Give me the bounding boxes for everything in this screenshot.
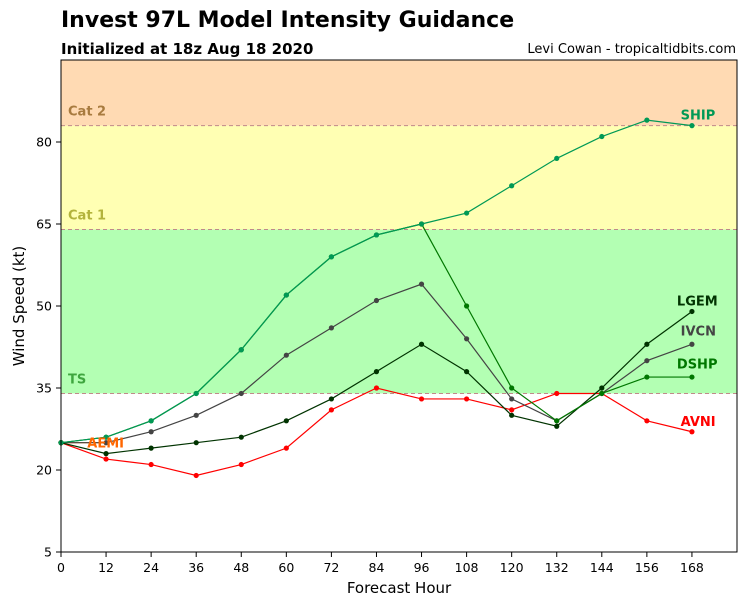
point-avni-36 bbox=[193, 472, 199, 479]
point-lgem-36 bbox=[193, 440, 199, 446]
point-ivcn-120 bbox=[509, 396, 515, 402]
x-axis-label: Forecast Hour bbox=[347, 579, 452, 596]
point-dshp-168 bbox=[689, 374, 695, 380]
point-ship-60 bbox=[283, 292, 289, 298]
point-avni-84 bbox=[373, 385, 380, 391]
series-label-ship: SHIP bbox=[681, 109, 716, 124]
point-ship-12 bbox=[103, 434, 109, 440]
band-cat-1 bbox=[61, 125, 737, 230]
x-tick-label-72: 72 bbox=[323, 560, 339, 575]
point-avni-96 bbox=[418, 396, 425, 402]
point-ship-84 bbox=[373, 232, 380, 238]
y-axis-label: Wind Speed (kt) bbox=[10, 246, 28, 367]
point-ship-108 bbox=[464, 210, 470, 216]
point-ivcn-12 bbox=[103, 440, 109, 446]
point-ship-96 bbox=[418, 221, 425, 227]
point-avni-72 bbox=[328, 407, 334, 413]
point-lgem-12 bbox=[103, 451, 109, 457]
point-avni-132 bbox=[554, 390, 560, 397]
series-line-avni bbox=[60, 387, 693, 477]
y-tick-label-65: 65 bbox=[36, 217, 52, 232]
point-dshp-108 bbox=[464, 303, 470, 309]
x-tick-label-156: 156 bbox=[635, 560, 659, 575]
y-tick-label-5: 5 bbox=[44, 545, 52, 560]
point-dshp-132 bbox=[554, 418, 560, 424]
point-lgem-60 bbox=[283, 418, 289, 424]
point-dshp-144 bbox=[599, 390, 605, 397]
x-tick-label-84: 84 bbox=[369, 560, 385, 575]
x-tick-label-108: 108 bbox=[455, 560, 479, 575]
point-ivcn-36 bbox=[193, 412, 199, 418]
y-tick-label-20: 20 bbox=[36, 463, 52, 478]
point-lgem-120 bbox=[509, 412, 515, 418]
point-ship-144 bbox=[599, 133, 605, 140]
series-label-ivcn: IVCN bbox=[681, 325, 716, 340]
chart-title: Invest 97L Model Intensity Guidance bbox=[61, 8, 515, 33]
point-avni-60 bbox=[283, 445, 289, 451]
point-ivcn-72 bbox=[328, 325, 334, 331]
x-tick-label-60: 60 bbox=[278, 560, 294, 575]
point-ivcn-168 bbox=[689, 341, 695, 347]
point-ivcn-24 bbox=[148, 429, 154, 435]
point-lgem-84 bbox=[373, 369, 380, 375]
point-ivcn-108 bbox=[464, 336, 470, 342]
point-lgem-144 bbox=[599, 385, 605, 391]
band-label-cat-1: Cat 1 bbox=[68, 208, 106, 223]
point-ivcn-96 bbox=[418, 281, 425, 287]
band-label-cat-2: Cat 2 bbox=[68, 105, 106, 120]
point-ship-36 bbox=[193, 390, 199, 397]
band-cat-2 bbox=[61, 60, 737, 126]
point-ivcn-156 bbox=[644, 358, 650, 364]
series-label-dshp: DSHP bbox=[677, 357, 718, 372]
point-avni-24 bbox=[148, 461, 154, 468]
y-tick-label-50: 50 bbox=[36, 299, 52, 314]
point-ship-132 bbox=[554, 155, 560, 161]
point-lgem-168 bbox=[689, 308, 695, 315]
point-lgem-132 bbox=[554, 423, 560, 429]
point-lgem-72 bbox=[328, 396, 334, 402]
x-tick-label-120: 120 bbox=[500, 560, 524, 575]
point-ivcn-60 bbox=[283, 352, 289, 358]
series-label-aemi: AEMI bbox=[87, 437, 124, 452]
point-lgem-24 bbox=[148, 445, 154, 451]
x-tick-label-144: 144 bbox=[590, 560, 614, 575]
x-tick-label-96: 96 bbox=[414, 560, 430, 575]
point-ivcn-48 bbox=[238, 390, 244, 397]
x-tick-label-0: 0 bbox=[57, 560, 65, 575]
series-label-lgem: LGEM bbox=[677, 295, 718, 310]
point-avni-120 bbox=[509, 407, 515, 413]
point-dshp-120 bbox=[509, 385, 515, 391]
x-tick-label-24: 24 bbox=[143, 560, 159, 575]
point-avni-48 bbox=[238, 461, 244, 468]
point-dshp-156 bbox=[644, 374, 650, 380]
point-ship-48 bbox=[238, 347, 244, 353]
point-avni-108 bbox=[464, 396, 470, 402]
point-avni-156 bbox=[644, 418, 650, 424]
point-ship-156 bbox=[644, 117, 650, 123]
y-tick-label-35: 35 bbox=[36, 381, 52, 396]
chart-subtitle: Initialized at 18z Aug 18 2020 bbox=[61, 40, 314, 58]
point-ivcn-84 bbox=[373, 297, 380, 304]
point-avni-12 bbox=[103, 456, 109, 462]
point-lgem-96 bbox=[418, 341, 425, 347]
x-tick-label-168: 168 bbox=[680, 560, 704, 575]
point-lgem-108 bbox=[464, 369, 470, 375]
y-tick-label-80: 80 bbox=[36, 135, 52, 150]
point-ship-168 bbox=[689, 123, 695, 129]
chart-credit: Levi Cowan - tropicaltidbits.com bbox=[527, 42, 736, 57]
x-tick-label-36: 36 bbox=[188, 560, 204, 575]
band-label-ts: TS bbox=[68, 372, 86, 387]
point-ship-24 bbox=[148, 418, 154, 424]
point-lgem-48 bbox=[238, 434, 244, 440]
point-lgem-156 bbox=[644, 341, 650, 347]
point-avni-168 bbox=[689, 429, 695, 435]
series-label-avni: AVNI bbox=[681, 415, 716, 430]
x-tick-label-12: 12 bbox=[98, 560, 114, 575]
x-tick-label-48: 48 bbox=[233, 560, 249, 575]
point-ship-120 bbox=[509, 183, 515, 189]
x-tick-label-132: 132 bbox=[545, 560, 569, 575]
point-ship-72 bbox=[328, 254, 334, 260]
